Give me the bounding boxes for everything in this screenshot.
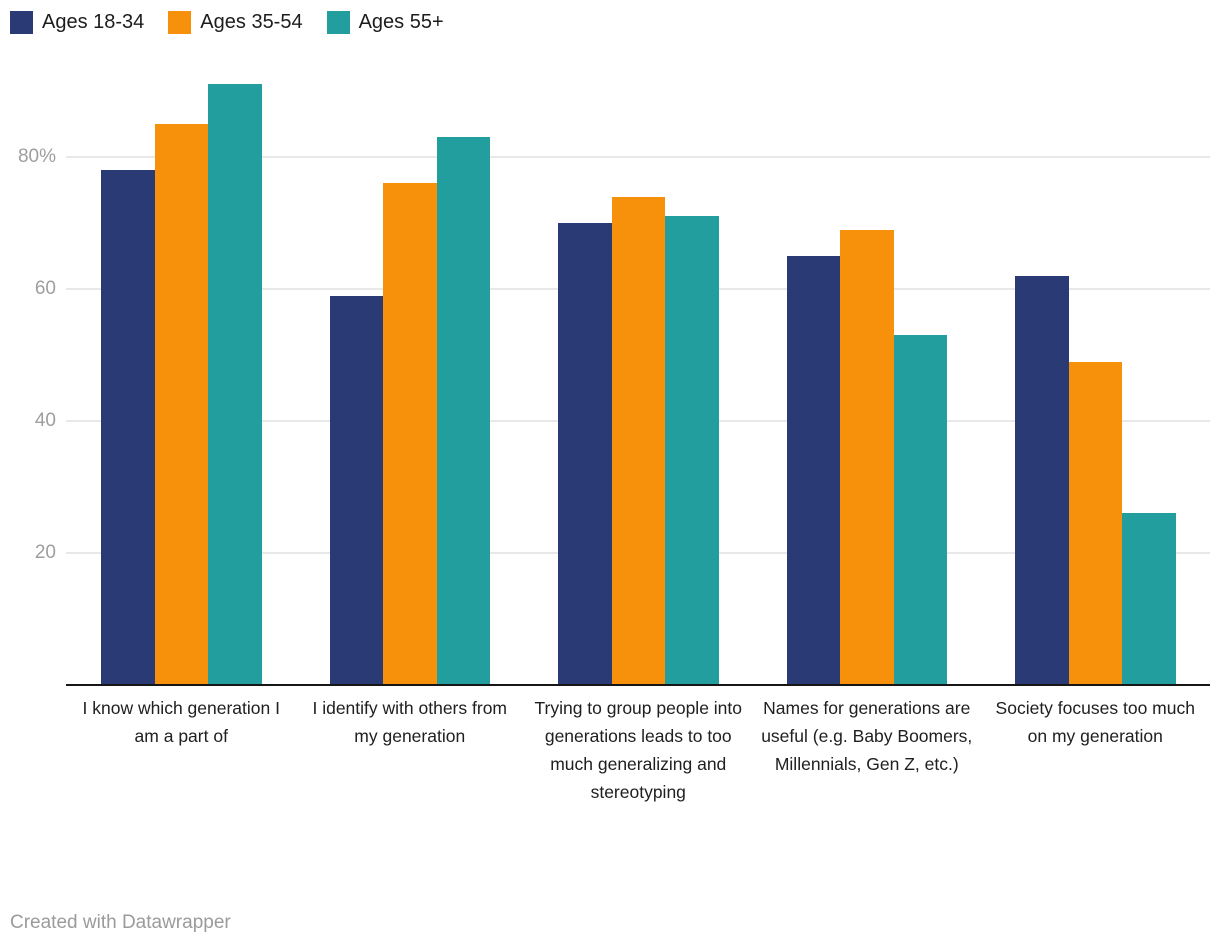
x-category-label: Trying to group people into generations … bbox=[534, 698, 743, 802]
legend-label: Ages 18-34 bbox=[42, 11, 145, 33]
bar-series2-cat1 bbox=[154, 124, 208, 685]
y-tick-label: 80% bbox=[17, 146, 56, 167]
x-category-label: I identify with others from my generatio… bbox=[312, 698, 508, 746]
bar-series1-cat4 bbox=[786, 256, 840, 685]
legend: Ages 18-34 Ages 35-54 Ages 55+ bbox=[10, 11, 444, 34]
legend-label: Ages 35-54 bbox=[200, 11, 303, 33]
y-tick-label: 60 bbox=[34, 278, 56, 299]
bar-series3-cat3 bbox=[665, 216, 719, 685]
bar-series2-cat3 bbox=[611, 196, 665, 685]
x-category-label: Names for generations are useful (e.g. B… bbox=[761, 698, 973, 774]
legend-swatch-icon bbox=[326, 11, 350, 34]
bar-series2-cat4 bbox=[840, 229, 894, 685]
y-tick-label: 40 bbox=[34, 410, 56, 431]
bar-series1-cat5 bbox=[1015, 275, 1069, 685]
bar-series3-cat5 bbox=[1122, 513, 1176, 685]
bar-series2-cat5 bbox=[1068, 361, 1122, 685]
legend-label: Ages 55+ bbox=[358, 11, 444, 33]
y-tick-label: 20 bbox=[34, 542, 56, 563]
bar-series2-cat2 bbox=[383, 183, 437, 685]
gridline-80 bbox=[66, 156, 1210, 158]
bar-series1-cat3 bbox=[558, 223, 612, 685]
x-category-label: Society focuses too much on my generatio… bbox=[995, 698, 1195, 746]
legend-swatch-icon bbox=[10, 11, 33, 34]
legend-item-ages-18-34: Ages 18-34 bbox=[10, 11, 144, 34]
legend-swatch-icon bbox=[168, 11, 192, 34]
legend-item-ages-55-: Ages 55+ bbox=[326, 11, 444, 34]
bar-series1-cat1 bbox=[101, 170, 155, 685]
legend-item-ages-35-54: Ages 35-54 bbox=[168, 11, 303, 34]
bar-series3-cat2 bbox=[436, 137, 490, 685]
x-category-label: I know which generation I am a part of bbox=[82, 698, 280, 746]
bar-series3-cat4 bbox=[893, 335, 947, 685]
bar-series1-cat2 bbox=[329, 295, 383, 685]
bar-series3-cat1 bbox=[208, 84, 262, 685]
datawrapper-credit: Created with Datawrapper bbox=[10, 912, 231, 933]
x-axis-line bbox=[66, 684, 1210, 686]
